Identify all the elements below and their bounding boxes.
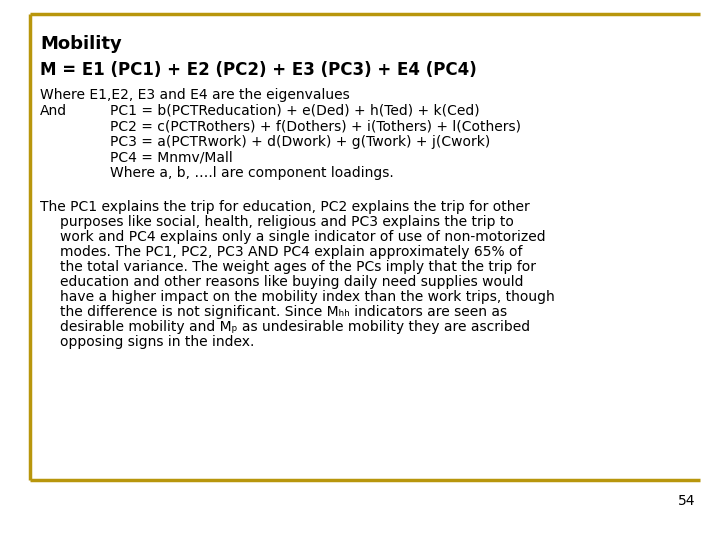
Text: opposing signs in the index.: opposing signs in the index. <box>60 335 254 349</box>
Text: PC1 = b(PCTReducation) + e(Ded) + h(Ted) + k(Ced): PC1 = b(PCTReducation) + e(Ded) + h(Ted)… <box>110 104 480 118</box>
Text: PC4 = Mnmv/Mall: PC4 = Mnmv/Mall <box>110 151 233 165</box>
Text: purposes like social, health, religious and PC3 explains the trip to: purposes like social, health, religious … <box>60 215 514 229</box>
Text: work and PC4 explains only a single indicator of use of non-motorized: work and PC4 explains only a single indi… <box>60 230 546 244</box>
Text: PC3 = a(PCTRwork) + d(Dwork) + g(Twork) + j(Cwork): PC3 = a(PCTRwork) + d(Dwork) + g(Twork) … <box>110 135 490 149</box>
Text: Where a, b, ….l are component loadings.: Where a, b, ….l are component loadings. <box>110 166 394 180</box>
Text: desirable mobility and Mₚ as undesirable mobility they are ascribed: desirable mobility and Mₚ as undesirable… <box>60 320 530 334</box>
Text: Where E1,E2, E3 and E4 are the eigenvalues: Where E1,E2, E3 and E4 are the eigenvalu… <box>40 88 350 102</box>
Text: the total variance. The weight ages of the PCs imply that the trip for: the total variance. The weight ages of t… <box>60 260 536 274</box>
Text: have a higher impact on the mobility index than the work trips, though: have a higher impact on the mobility ind… <box>60 290 554 304</box>
Text: the difference is not significant. Since Mₕₕ indicators are seen as: the difference is not significant. Since… <box>60 305 507 319</box>
Text: 54: 54 <box>678 494 695 508</box>
Text: education and other reasons like buying daily need supplies would: education and other reasons like buying … <box>60 275 523 289</box>
Text: PC2 = c(PCTRothers) + f(Dothers) + i(Tothers) + l(Cothers): PC2 = c(PCTRothers) + f(Dothers) + i(Tot… <box>110 119 521 133</box>
Text: The PC1 explains the trip for education, PC2 explains the trip for other: The PC1 explains the trip for education,… <box>40 200 530 214</box>
Text: modes. The PC1, PC2, PC3 AND PC4 explain approximately 65% of: modes. The PC1, PC2, PC3 AND PC4 explain… <box>60 245 523 259</box>
Text: Mobility: Mobility <box>40 35 122 53</box>
Text: M = E1 (PC1) + E2 (PC2) + E3 (PC3) + E4 (PC4): M = E1 (PC1) + E2 (PC2) + E3 (PC3) + E4 … <box>40 61 477 79</box>
Text: And: And <box>40 104 67 118</box>
